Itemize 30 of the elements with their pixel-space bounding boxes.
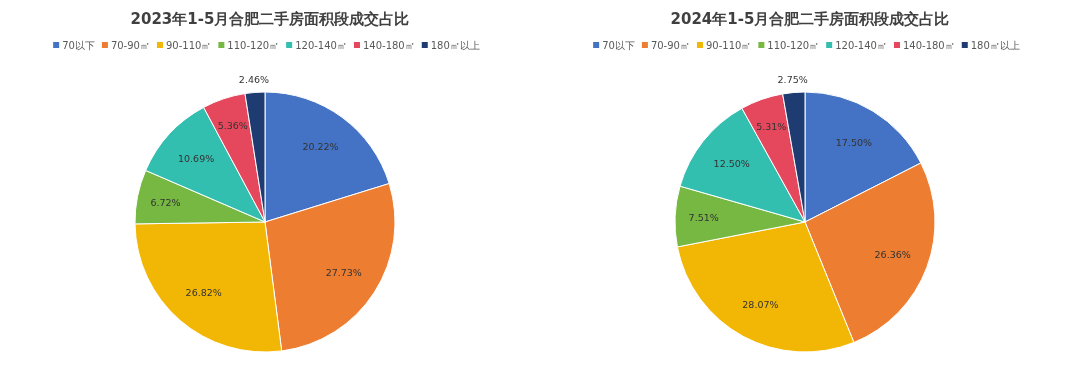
data-label: 5.36% [217,120,248,132]
legend-label: 120-140㎡ [835,40,887,51]
data-label: 5.31% [756,120,787,132]
chart-title: 2024年1-5月合肥二手房面积段成交占比 [670,10,950,28]
data-label: 6.72% [150,196,181,208]
legend-label: 70-90㎡ [650,40,690,51]
data-label: 27.73% [325,267,362,279]
data-label: 17.50% [835,136,873,148]
legend-label: 110-120㎡ [227,40,280,51]
legend-label: 70-90㎡ [110,40,150,51]
legend-label: 120-140㎡ [295,40,347,51]
legend-label: 70以下 [62,40,95,51]
data-label: 20.22% [302,141,339,153]
legend-label: 90-110㎡ [165,40,212,51]
chart-title: 2023年1-5月合肥二手房面积段成交占比 [130,10,410,28]
legend-label: 90-110㎡ [705,40,752,51]
data-label: 7.51% [688,212,719,224]
legend-label: 140-180㎡ [902,40,955,51]
data-label: 26.36% [874,249,911,261]
legend-label: 70以下 [602,40,635,51]
legend-label: 180㎡以上 [430,40,480,51]
data-label: 28.07% [742,298,779,310]
legend-label: 140-180㎡ [362,40,415,51]
data-label: 10.69% [177,153,215,165]
data-label: 2.75% [777,74,808,86]
legend-label: 180㎡以上 [970,40,1020,51]
data-label: 26.82% [185,287,222,299]
legend-label: 110-120㎡ [767,40,820,51]
data-label: 12.50% [713,158,750,170]
data-label: 2.46% [238,73,270,85]
